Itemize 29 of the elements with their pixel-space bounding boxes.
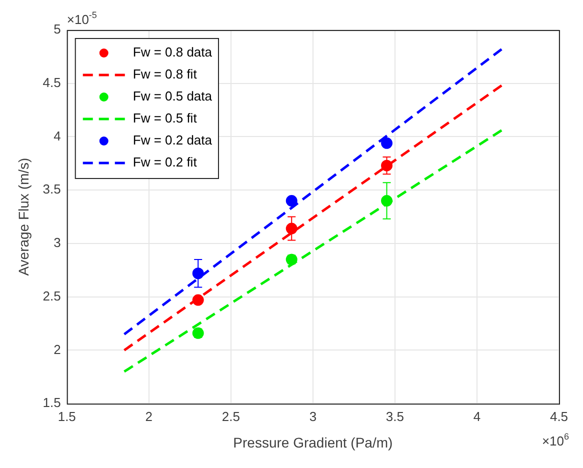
legend-label: Fw = 0.8 fit	[132, 66, 198, 82]
point	[192, 268, 204, 280]
point	[286, 195, 298, 207]
y-tick-label: 5	[54, 22, 61, 37]
y-tick-label: 3.5	[42, 182, 61, 197]
y-tick-label: 1.5	[42, 395, 61, 410]
y-tick-label: 4	[54, 128, 61, 144]
x-tick-label: 2	[145, 408, 153, 424]
legend-label: Fw = 0.5 fit	[132, 110, 198, 126]
point	[381, 195, 393, 207]
y-tick-label: 2.5	[42, 288, 61, 304]
y-tick-label: 2	[54, 342, 61, 357]
point	[381, 160, 393, 172]
legend-label: Fw = 0.8 data	[132, 44, 213, 60]
x-axis-title: Pressure Gradient (Pa/m)	[233, 434, 393, 450]
x-tick-label: 2.5	[222, 408, 240, 424]
x-tick-label: 3.5	[386, 408, 404, 424]
x-tick-label: 3	[309, 408, 317, 424]
point	[381, 137, 393, 149]
y-tick-label: 4.5	[42, 74, 61, 90]
x-tick-label: 4.5	[550, 408, 568, 424]
legend-label: Fw = 0.2 fit	[132, 154, 198, 170]
y-tick-label: 3	[54, 235, 61, 250]
legend-label: Fw = 0.5 data	[132, 88, 213, 104]
point	[286, 222, 298, 234]
legend-label: Fw = 0.2 data	[132, 132, 213, 148]
y-axis-title: Average Flux (m/s)	[15, 158, 32, 276]
point	[192, 294, 204, 306]
x-tick-label: 4	[473, 408, 481, 424]
